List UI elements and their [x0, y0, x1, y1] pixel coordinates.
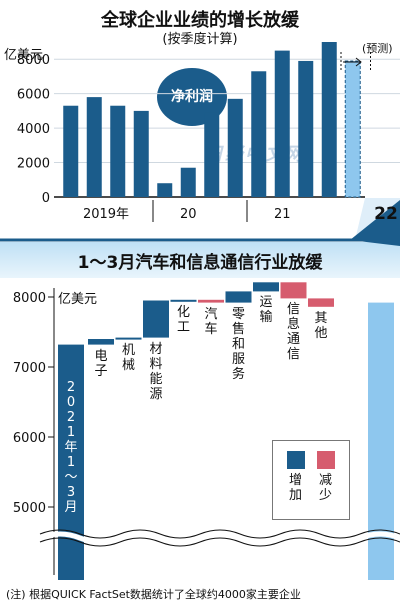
forecast-arrow	[343, 57, 362, 67]
waterfall-y-tick: 8000	[13, 291, 46, 306]
bar-forecast	[344, 60, 361, 198]
bar	[157, 183, 173, 197]
bar	[227, 98, 243, 197]
legend-swatch-decrease	[317, 451, 335, 469]
y-tick-label: 6000	[17, 88, 50, 103]
bar	[86, 97, 102, 197]
bar	[274, 50, 290, 197]
waterfall-y-tick: 5000	[13, 501, 46, 516]
y-tick-label: 2000	[17, 157, 50, 172]
waterfall-step-bar	[170, 299, 197, 302]
forecast-bracket	[340, 52, 371, 70]
waterfall-step-label: 化工	[176, 304, 190, 335]
waterfall-y-tick: 7000	[13, 361, 46, 376]
bar	[251, 71, 267, 197]
waterfall-step-label: 信息通信	[286, 302, 300, 363]
section-divider-band	[0, 242, 400, 278]
connector-shape	[350, 200, 400, 246]
legend: 增加 减少	[272, 440, 350, 520]
waterfall-step-bar	[88, 339, 114, 345]
waterfall-step-bar	[198, 299, 224, 303]
legend-label-decrease: 减少	[319, 473, 333, 503]
waterfall-step-label: 运输	[259, 295, 273, 326]
waterfall-step-label: 汽车	[204, 306, 218, 337]
bar	[204, 112, 220, 197]
bar	[298, 60, 314, 197]
legend-label-increase: 增加	[289, 473, 303, 503]
waterfall-step-bar	[143, 300, 169, 338]
year-label: 20	[180, 207, 197, 222]
waterfall-step-label: 零售和服务	[231, 306, 245, 382]
forecast-label: (预测)	[362, 42, 393, 55]
waterfall-step-label: 材料能源	[149, 341, 163, 402]
chart-subtitle: (按季度计算)	[162, 32, 238, 47]
legend-swatch-increase	[287, 451, 305, 469]
waterfall-step-label: 电子	[94, 348, 108, 379]
bar	[180, 167, 196, 197]
bar	[321, 42, 337, 197]
waterfall-step-label: 机械	[121, 343, 135, 373]
start-bar	[58, 344, 84, 580]
bottom-unit-label: 亿美元	[58, 292, 98, 307]
waterfall-step-bar	[308, 298, 334, 307]
waterfall-step-bar	[280, 282, 307, 299]
y-tick-label: 0	[42, 191, 50, 206]
year-label-22: 22	[374, 204, 398, 224]
start-bar-label: 2021年1～3月	[64, 380, 78, 515]
second-chart-title: 1～3月汽车和信息通信行业放缓	[77, 253, 323, 273]
waterfall-y-tick: 6000	[13, 431, 46, 446]
year-label: 2019年	[83, 207, 129, 222]
waterfall-step-bar	[253, 282, 279, 292]
bar	[133, 110, 149, 197]
bar	[63, 105, 79, 197]
footnote: (注) 根据QUICK FactSet数据统计了全球约4000家主要企业	[6, 588, 301, 601]
bar	[110, 105, 126, 197]
year-label: 21	[274, 207, 291, 222]
y-tick-label: 4000	[17, 122, 50, 137]
axis-break	[39, 531, 400, 545]
y-tick-label: 8000	[17, 53, 50, 68]
chart-title: 全球企业业绩的增长放缓	[101, 10, 299, 31]
waterfall-step-label: 其他	[314, 310, 328, 341]
top-unit-label: 亿美元	[4, 48, 44, 63]
waterfall-step-bar	[115, 337, 142, 340]
net-profit-label: 净利润	[171, 89, 213, 105]
axis-break-line	[39, 529, 400, 539]
axis-break-line	[39, 537, 400, 547]
waterfall-step-bar	[225, 291, 252, 303]
